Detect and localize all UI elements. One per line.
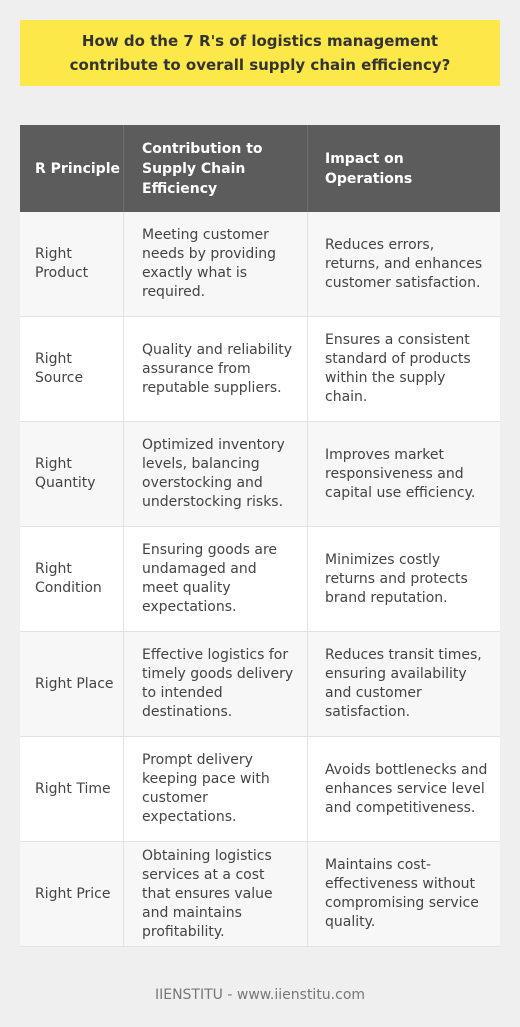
cell-impact: Avoids bottlenecks and enhances service … <box>325 761 488 816</box>
cell-impact: Reduces transit times, ensuring availabi… <box>325 647 482 720</box>
header-impact: Impact on Operations <box>325 150 413 187</box>
page-title: How do the 7 R's of logistics management… <box>20 20 500 86</box>
cell-principle: Right Source <box>35 351 84 386</box>
cell-contribution: Meeting customer needs by providing exac… <box>123 212 308 316</box>
footer-credit: IIENSTITU - www.iienstitu.com <box>154 987 366 1003</box>
cell-principle: Right Quantity <box>35 456 96 491</box>
rs-table: R Principle Contribution to Supply Chain… <box>20 125 500 947</box>
cell-impact: Improves market responsiveness and capit… <box>325 446 476 501</box>
cell-contribution: Effective logistics for timely goods del… <box>123 632 308 736</box>
table-row: Right Quantity Optimized inventory level… <box>20 422 500 527</box>
cell-impact: Ensures a consistent standard of product… <box>325 332 471 405</box>
table-row: Right Time Prompt delivery keeping pace … <box>20 737 500 842</box>
table-row: Right Place Effective logistics for time… <box>20 632 500 737</box>
cell-principle: Right Condition <box>35 561 102 596</box>
cell-principle: Right Product <box>35 246 89 281</box>
header-r-principle: R Principle <box>35 160 120 177</box>
cell-principle: Right Place <box>35 675 114 692</box>
table-row: Right Price Obtaining logistics services… <box>20 842 500 947</box>
cell-impact: Minimizes costly returns and protects br… <box>325 551 468 606</box>
cell-contribution: Ensuring goods are undamaged and meet qu… <box>123 527 308 631</box>
table-header-row: R Principle Contribution to Supply Chain… <box>20 125 500 212</box>
cell-principle: Right Price <box>35 885 111 902</box>
table-row: Right Product Meeting customer needs by … <box>20 212 500 317</box>
cell-contribution: Quality and reliability assurance from r… <box>123 317 308 421</box>
cell-contribution: Optimized inventory levels, balancing ov… <box>123 422 308 526</box>
cell-impact: Maintains cost-effectiveness without com… <box>325 857 479 930</box>
table-row: Right Source Quality and reliability ass… <box>20 317 500 422</box>
cell-impact: Reduces errors, returns, and enhances cu… <box>325 236 483 291</box>
table-row: Right Condition Ensuring goods are undam… <box>20 527 500 632</box>
cell-contribution: Prompt delivery keeping pace with custom… <box>123 737 308 841</box>
cell-contribution: Obtaining logistics services at a cost t… <box>123 842 308 946</box>
cell-principle: Right Time <box>35 780 111 797</box>
header-contribution: Contribution to Supply Chain Efficiency <box>123 125 308 212</box>
